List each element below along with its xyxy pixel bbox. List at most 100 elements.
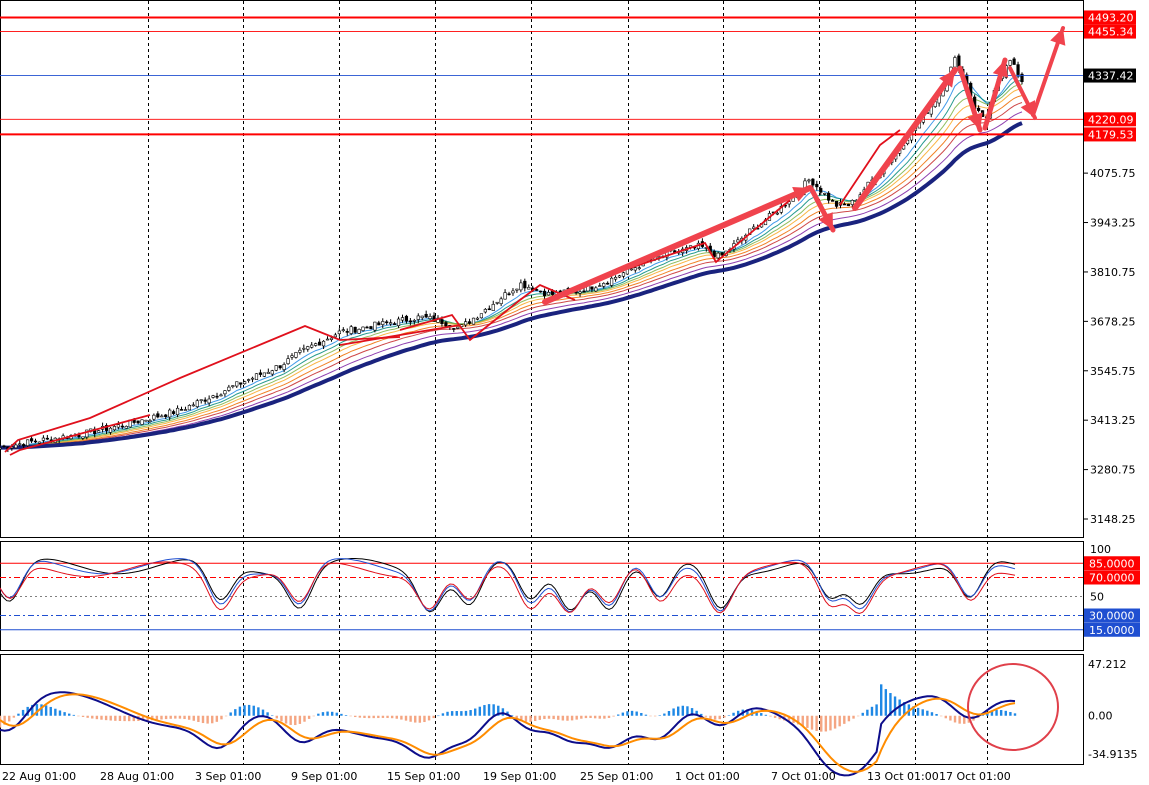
macd-histogram-bar: [298, 715, 302, 724]
price-panel-frame: [0, 0, 1084, 538]
candle-body: [807, 179, 811, 182]
candle-body: [475, 317, 480, 320]
macd-histogram-bar: [999, 710, 1003, 716]
candle-body: [211, 395, 215, 398]
macd-histogram-bar: [1009, 712, 1012, 716]
candle-body: [262, 372, 266, 377]
trend-line: [399, 283, 576, 342]
macd-histogram-bar: [127, 715, 131, 722]
candle-body: [412, 320, 416, 322]
ema-line: [0, 121, 1023, 450]
candle-body: [85, 429, 89, 438]
macd-histogram-bar: [252, 705, 255, 716]
candle-body: [239, 382, 243, 385]
candle-body: [400, 317, 405, 321]
macd-histogram-bar: [875, 704, 878, 716]
ema-line: [0, 75, 1023, 449]
time-tick-label: 1 Oct 01:00: [675, 770, 740, 783]
candle-body: [349, 326, 353, 334]
candle-body: [337, 330, 341, 335]
candle-body: [290, 355, 294, 358]
macd-histogram-bar: [12, 715, 16, 718]
macd-histogram-bar: [8, 715, 11, 722]
macd-histogram-bar: [769, 715, 772, 717]
trend-line: [339, 324, 461, 346]
macd-histogram-bar: [810, 715, 814, 730]
oscillator-tick-label: 100: [1090, 543, 1111, 556]
candle-body: [613, 277, 618, 280]
macd-histogram-bar: [307, 715, 311, 719]
candle-body: [191, 404, 195, 407]
macd-histogram-bar: [44, 705, 48, 716]
macd-histogram-bar: [335, 712, 338, 716]
macd-histogram-bar: [801, 715, 804, 727]
macd-axis: 47.212 0.00 -34.9135: [1088, 658, 1137, 761]
macd-histogram-bar: [91, 715, 94, 719]
macd-histogram-bar: [340, 713, 343, 716]
arrow-shaft: [852, 67, 958, 211]
candle-body: [357, 328, 361, 334]
macd-histogram-bar: [617, 714, 620, 716]
signal-line: [0, 693, 1016, 773]
oscillator-level-label-bg: [1084, 570, 1140, 585]
macd-histogram-bar: [903, 702, 906, 716]
candle-body: [578, 291, 582, 294]
oscillator-panel-frame: [0, 541, 1084, 651]
macd-histogram-bar: [829, 715, 832, 731]
candle-body: [487, 308, 491, 311]
ema-line: [0, 84, 1023, 449]
candle-body: [491, 304, 495, 311]
candle-body: [187, 405, 192, 411]
macd-histogram-bar: [192, 715, 195, 721]
candle-body: [183, 409, 188, 411]
macd-histogram-bar: [114, 715, 117, 721]
time-tick-label: 3 Sep 01:00: [195, 770, 261, 783]
trend-line: [4, 325, 401, 453]
macd-histogram-bar: [626, 711, 629, 716]
trend-line: [9, 414, 151, 456]
candle-body: [444, 322, 448, 327]
candle-body: [542, 290, 547, 297]
time-tick-label: 15 Sep 01:00: [387, 770, 460, 783]
macd-histogram-bar: [930, 712, 934, 716]
candle-body: [752, 226, 756, 229]
macd-histogram-bar: [317, 713, 320, 716]
macd-histogram-bar: [958, 715, 961, 724]
macd-histogram-bar: [644, 714, 648, 716]
candle-body: [546, 292, 551, 296]
macd-histogram-bar: [533, 715, 537, 722]
ema-line: [0, 80, 1023, 449]
macd-histogram-bar: [455, 711, 458, 716]
candle-body: [160, 415, 164, 418]
macd-histogram-bar: [349, 715, 352, 717]
candle-body: [471, 317, 476, 325]
candle-body: [310, 344, 314, 348]
macd-histogram-bar: [326, 711, 329, 716]
macd-histogram-bar: [796, 715, 800, 725]
macd-histogram-bar: [736, 710, 740, 716]
level-label-bg: [1084, 10, 1136, 25]
macd-histogram-bar: [700, 713, 703, 716]
level-label-bg: [1084, 127, 1136, 142]
candle-body: [333, 334, 338, 338]
macd-histogram-bar: [330, 711, 334, 716]
candle-body: [14, 444, 18, 449]
macd-histogram-bar: [478, 706, 482, 716]
arrow-head: [1050, 28, 1066, 46]
candle-body: [148, 420, 152, 423]
candle-body: [464, 321, 468, 326]
candle-body: [507, 293, 511, 296]
macd-histogram-bar: [953, 715, 957, 723]
macd-histogram-bar: [400, 715, 403, 720]
macd-histogram-bar: [238, 706, 242, 716]
candle-body: [602, 283, 606, 287]
candle-body: [124, 426, 128, 429]
candle-body: [846, 203, 850, 207]
macd-annotation-circle: [967, 663, 1059, 751]
macd-histogram-bar: [718, 715, 721, 720]
candle-body: [104, 425, 109, 431]
candle-body: [404, 315, 409, 322]
candle-body: [479, 313, 484, 319]
macd-histogram-bar: [21, 709, 25, 716]
